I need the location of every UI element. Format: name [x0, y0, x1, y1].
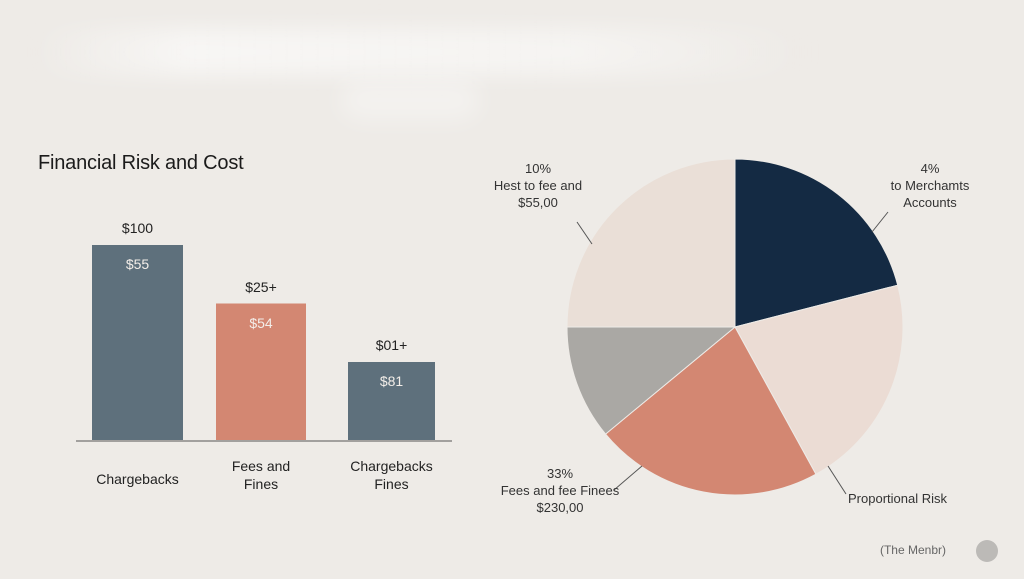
chart-title: Financial Risk and Cost — [38, 152, 244, 174]
pie-leader-line — [871, 211, 889, 233]
footer-caption: (The Menbr) — [879, 543, 946, 557]
pie-leader-line — [613, 465, 643, 491]
pie-slice — [566, 158, 736, 328]
pie-callout-label: Proportional Risk — [848, 491, 947, 506]
bar-category-label: Chargebacks Fines — [350, 458, 433, 492]
bar — [92, 245, 183, 440]
bar-category-label: Chargebacks — [96, 471, 179, 487]
bar-top-label: $01+ — [375, 337, 408, 353]
bar — [348, 362, 435, 440]
bar-category-label: Fees and Fines — [231, 458, 291, 492]
pie-leader-line — [827, 465, 847, 495]
pie-callout-label: 10% Hest to fee and $55,00 — [493, 161, 583, 210]
bar-inner-label: $55 — [125, 256, 150, 272]
bar-top-label: $100 — [121, 220, 154, 236]
pie-slice — [604, 326, 817, 496]
pie-callout-label: 4% to Merchamts Accounts — [890, 161, 970, 210]
pie-slice — [566, 326, 737, 435]
bar-inner-label: $81 — [379, 373, 404, 389]
pie-callout-label: 33% Fees and fee Finees $230,00 — [500, 466, 620, 515]
blurred-header-band-secondary — [340, 80, 480, 120]
pie-leader-line — [576, 221, 593, 245]
blurred-header-band — [30, 28, 810, 76]
bar-top-label: $25+ — [245, 278, 277, 295]
pie-slice — [734, 158, 899, 328]
circle-button[interactable] — [976, 540, 998, 562]
bar-inner-label: $54 — [249, 314, 273, 331]
bar — [216, 303, 306, 440]
pie-slice — [734, 284, 904, 475]
